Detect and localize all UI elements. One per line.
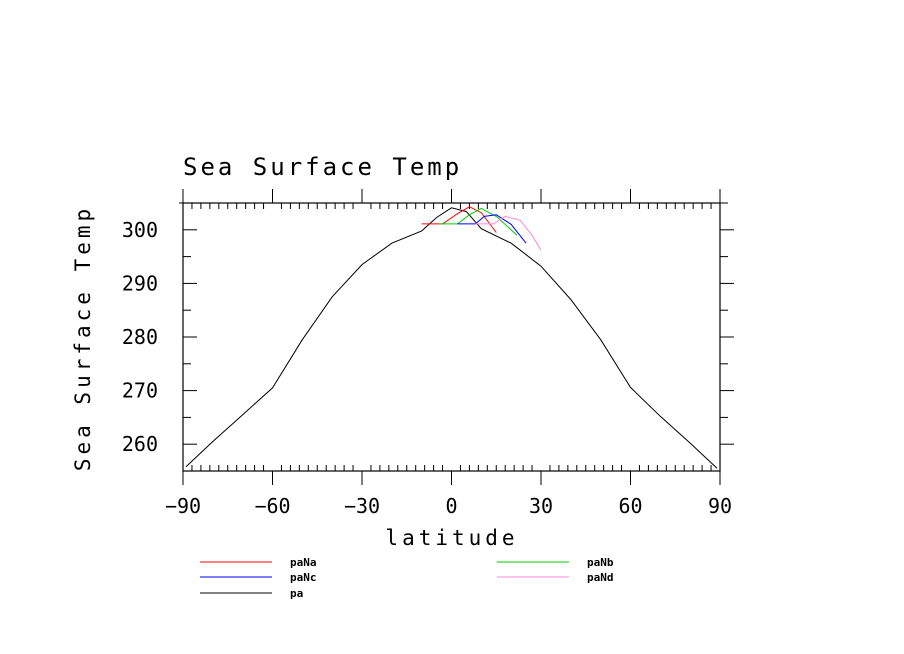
legend-label-paNc: paNc	[290, 571, 317, 584]
x-tick-label: −30	[344, 494, 380, 518]
x-tick-label: −90	[165, 494, 201, 518]
y-tick-label: 290	[122, 271, 158, 295]
legend-label-paNa: paNa	[290, 556, 317, 569]
x-tick-label: 90	[708, 494, 732, 518]
y-tick-label: 270	[122, 379, 158, 403]
y-tick-label: 280	[122, 325, 158, 349]
series-lines	[185, 206, 718, 469]
legend-label-paNd: paNd	[587, 571, 614, 584]
y-tick-label: 260	[122, 432, 158, 456]
x-tick-label: −60	[254, 494, 290, 518]
series-line-pa	[185, 207, 718, 469]
legend: paNa paNb paNc paNd pa	[200, 556, 614, 600]
series-line-paNc	[457, 214, 527, 244]
chart-title: Sea Surface Temp	[183, 153, 462, 181]
series-line-paNd	[475, 215, 542, 251]
x-tick-label: 60	[618, 494, 642, 518]
axis-ticks	[179, 189, 734, 485]
series-line-paNa	[421, 206, 497, 233]
legend-label-paNb: paNb	[587, 556, 614, 569]
x-tick-label: 0	[445, 494, 457, 518]
x-tick-label: 30	[529, 494, 553, 518]
x-axis-label: latitude	[385, 526, 518, 550]
y-axis-label: Sea Surface Temp	[71, 205, 95, 471]
legend-label-pa: pa	[290, 587, 303, 600]
axis-tick-labels: −90 −60 −30 0 30 60 90 260 270 280 290 300	[122, 218, 732, 518]
y-tick-label: 300	[122, 218, 158, 242]
plot-frame	[182, 202, 721, 472]
